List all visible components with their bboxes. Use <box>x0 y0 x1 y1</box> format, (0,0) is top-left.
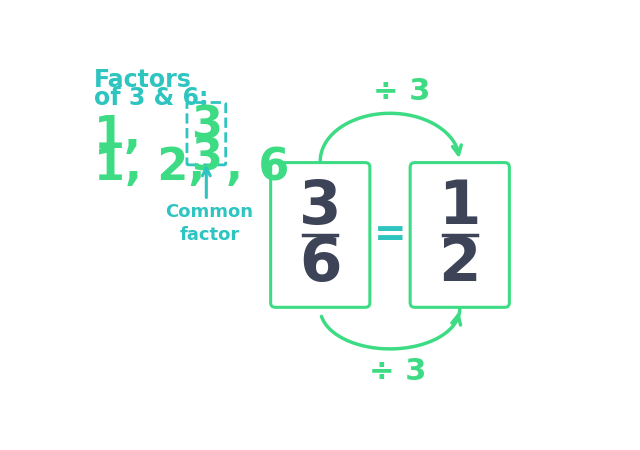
Text: 6: 6 <box>299 235 342 294</box>
Text: 1,: 1, <box>94 114 142 157</box>
Text: 1: 1 <box>438 178 481 237</box>
Text: 3: 3 <box>191 104 222 147</box>
FancyBboxPatch shape <box>410 162 509 307</box>
Text: , 6: , 6 <box>226 146 289 189</box>
Text: =: = <box>374 216 406 254</box>
Text: Factors: Factors <box>94 68 192 92</box>
Text: 3: 3 <box>299 178 342 237</box>
FancyBboxPatch shape <box>271 162 370 307</box>
Text: 2: 2 <box>438 235 481 294</box>
Text: Common
factor: Common factor <box>165 203 253 243</box>
Text: ÷ 3: ÷ 3 <box>369 356 426 386</box>
Text: 3: 3 <box>191 136 222 180</box>
Text: 1, 2,: 1, 2, <box>94 146 205 189</box>
Text: ÷ 3: ÷ 3 <box>373 76 430 106</box>
Text: of 3 & 6:: of 3 & 6: <box>94 86 209 110</box>
